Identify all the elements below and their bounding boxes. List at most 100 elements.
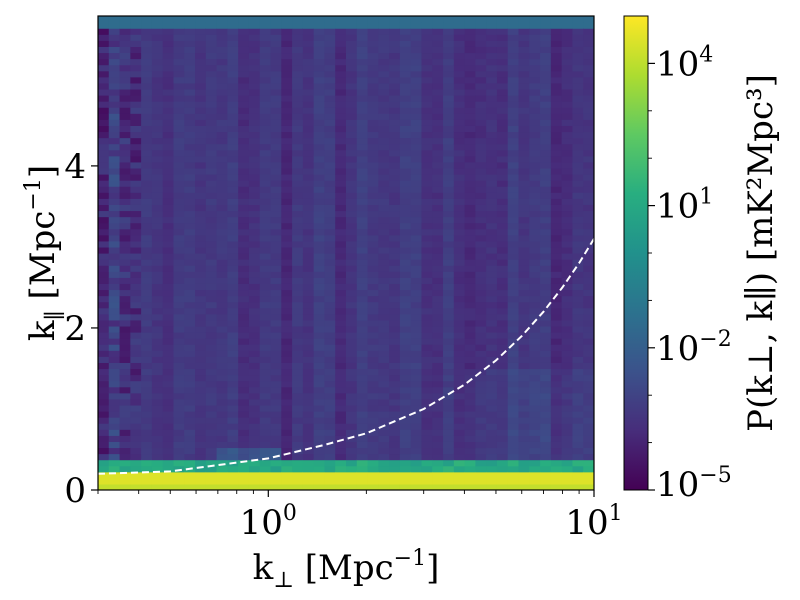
heatmap-cell xyxy=(518,477,530,485)
heatmap-cell xyxy=(378,222,390,230)
heatmap-cell xyxy=(583,40,594,47)
heatmap-cell xyxy=(378,149,390,157)
heatmap-cell xyxy=(443,137,455,145)
heatmap-cell xyxy=(205,392,218,400)
heatmap-cell xyxy=(108,222,121,230)
heatmap-cell xyxy=(270,131,282,139)
heatmap-cell xyxy=(313,143,326,151)
heatmap-cell xyxy=(119,380,131,388)
heatmap-cell xyxy=(475,453,487,461)
heatmap-cell xyxy=(151,222,164,230)
heatmap-cell xyxy=(292,186,304,193)
heatmap-cell xyxy=(98,404,110,412)
heatmap-cell xyxy=(98,392,110,400)
heatmap-cell xyxy=(151,344,164,351)
heatmap-cell xyxy=(270,356,282,363)
heatmap-cell xyxy=(529,174,541,181)
heatmap-cell xyxy=(227,392,239,400)
heatmap-cell xyxy=(335,356,347,363)
heatmap-cell xyxy=(464,471,476,479)
heatmap-cell xyxy=(205,58,218,66)
heatmap-cell xyxy=(399,46,412,54)
heatmap-cell xyxy=(184,313,196,321)
heatmap-cell xyxy=(367,119,379,126)
heatmap-cell xyxy=(281,368,293,376)
heatmap-cell xyxy=(130,368,142,376)
heatmap-cell xyxy=(130,453,142,461)
heatmap-cell xyxy=(248,64,261,72)
heatmap-cell xyxy=(195,216,207,224)
heatmap-cell xyxy=(162,161,175,169)
heatmap-cell xyxy=(540,174,552,181)
heatmap-cell xyxy=(195,167,207,175)
heatmap-cell xyxy=(130,101,142,108)
heatmap-cell xyxy=(356,259,369,266)
heatmap-cell xyxy=(248,52,261,60)
heatmap-cell xyxy=(453,228,466,236)
heatmap-cell xyxy=(302,350,315,357)
heatmap-cell xyxy=(141,259,153,266)
heatmap-cell xyxy=(378,228,390,236)
heatmap-cell xyxy=(270,459,282,467)
heatmap-cell xyxy=(540,277,552,284)
heatmap-cell xyxy=(540,95,552,102)
heatmap-cell xyxy=(98,338,110,345)
heatmap-cell xyxy=(292,16,304,23)
heatmap-cell xyxy=(410,423,423,430)
heatmap-cell xyxy=(529,210,541,218)
heatmap-cell xyxy=(108,143,121,151)
heatmap-cell xyxy=(475,222,487,230)
heatmap-cell xyxy=(281,198,293,205)
heatmap-cell xyxy=(270,404,282,412)
heatmap-cell xyxy=(205,192,218,199)
heatmap-cell xyxy=(259,319,272,327)
heatmap-cell xyxy=(119,101,131,108)
heatmap-cell xyxy=(98,374,110,382)
heatmap-cell xyxy=(540,271,552,278)
heatmap-cell xyxy=(248,423,261,430)
heatmap-cell xyxy=(184,374,196,382)
heatmap-cell xyxy=(507,216,520,224)
heatmap-cell xyxy=(302,125,315,133)
heatmap-cell xyxy=(238,210,250,218)
heatmap-cell xyxy=(98,356,110,363)
heatmap-cell xyxy=(173,143,185,151)
heatmap-cell xyxy=(205,155,218,163)
heatmap-cell xyxy=(399,374,412,382)
heatmap-cell xyxy=(119,204,131,212)
heatmap-cell xyxy=(108,477,121,485)
heatmap-cell xyxy=(119,289,131,297)
heatmap-cell xyxy=(475,386,487,394)
heatmap-cell xyxy=(259,101,272,108)
heatmap-cell xyxy=(421,344,433,351)
heatmap-cell xyxy=(572,277,584,284)
heatmap-cell xyxy=(108,392,121,400)
heatmap-cell xyxy=(572,332,584,339)
heatmap-cell xyxy=(540,435,552,442)
heatmap-cell xyxy=(151,76,164,84)
heatmap-cell xyxy=(119,477,131,485)
heatmap-cell xyxy=(572,180,584,187)
heatmap-cell xyxy=(248,198,261,205)
heatmap-cell xyxy=(346,16,358,23)
heatmap-cell xyxy=(248,246,261,254)
heatmap-cell xyxy=(130,398,142,406)
heatmap-cell xyxy=(389,344,401,351)
heatmap-cell xyxy=(550,386,563,394)
heatmap-cell xyxy=(496,259,509,266)
heatmap-cell xyxy=(410,404,423,412)
heatmap-cell xyxy=(195,471,207,479)
heatmap-cell xyxy=(389,101,401,108)
heatmap-cell xyxy=(130,301,142,309)
heatmap-cell xyxy=(205,95,218,102)
x-axis-ticks: 100 101 xyxy=(97,490,623,543)
heatmap-cell xyxy=(292,259,304,266)
heatmap-cell xyxy=(173,277,185,284)
heatmap-cell xyxy=(378,192,390,199)
heatmap-cell xyxy=(443,222,455,230)
heatmap-cell xyxy=(119,174,131,181)
heatmap-cell xyxy=(141,88,153,96)
heatmap-cell xyxy=(356,465,369,473)
heatmap-cell xyxy=(119,119,131,126)
heatmap-cell xyxy=(378,259,390,266)
